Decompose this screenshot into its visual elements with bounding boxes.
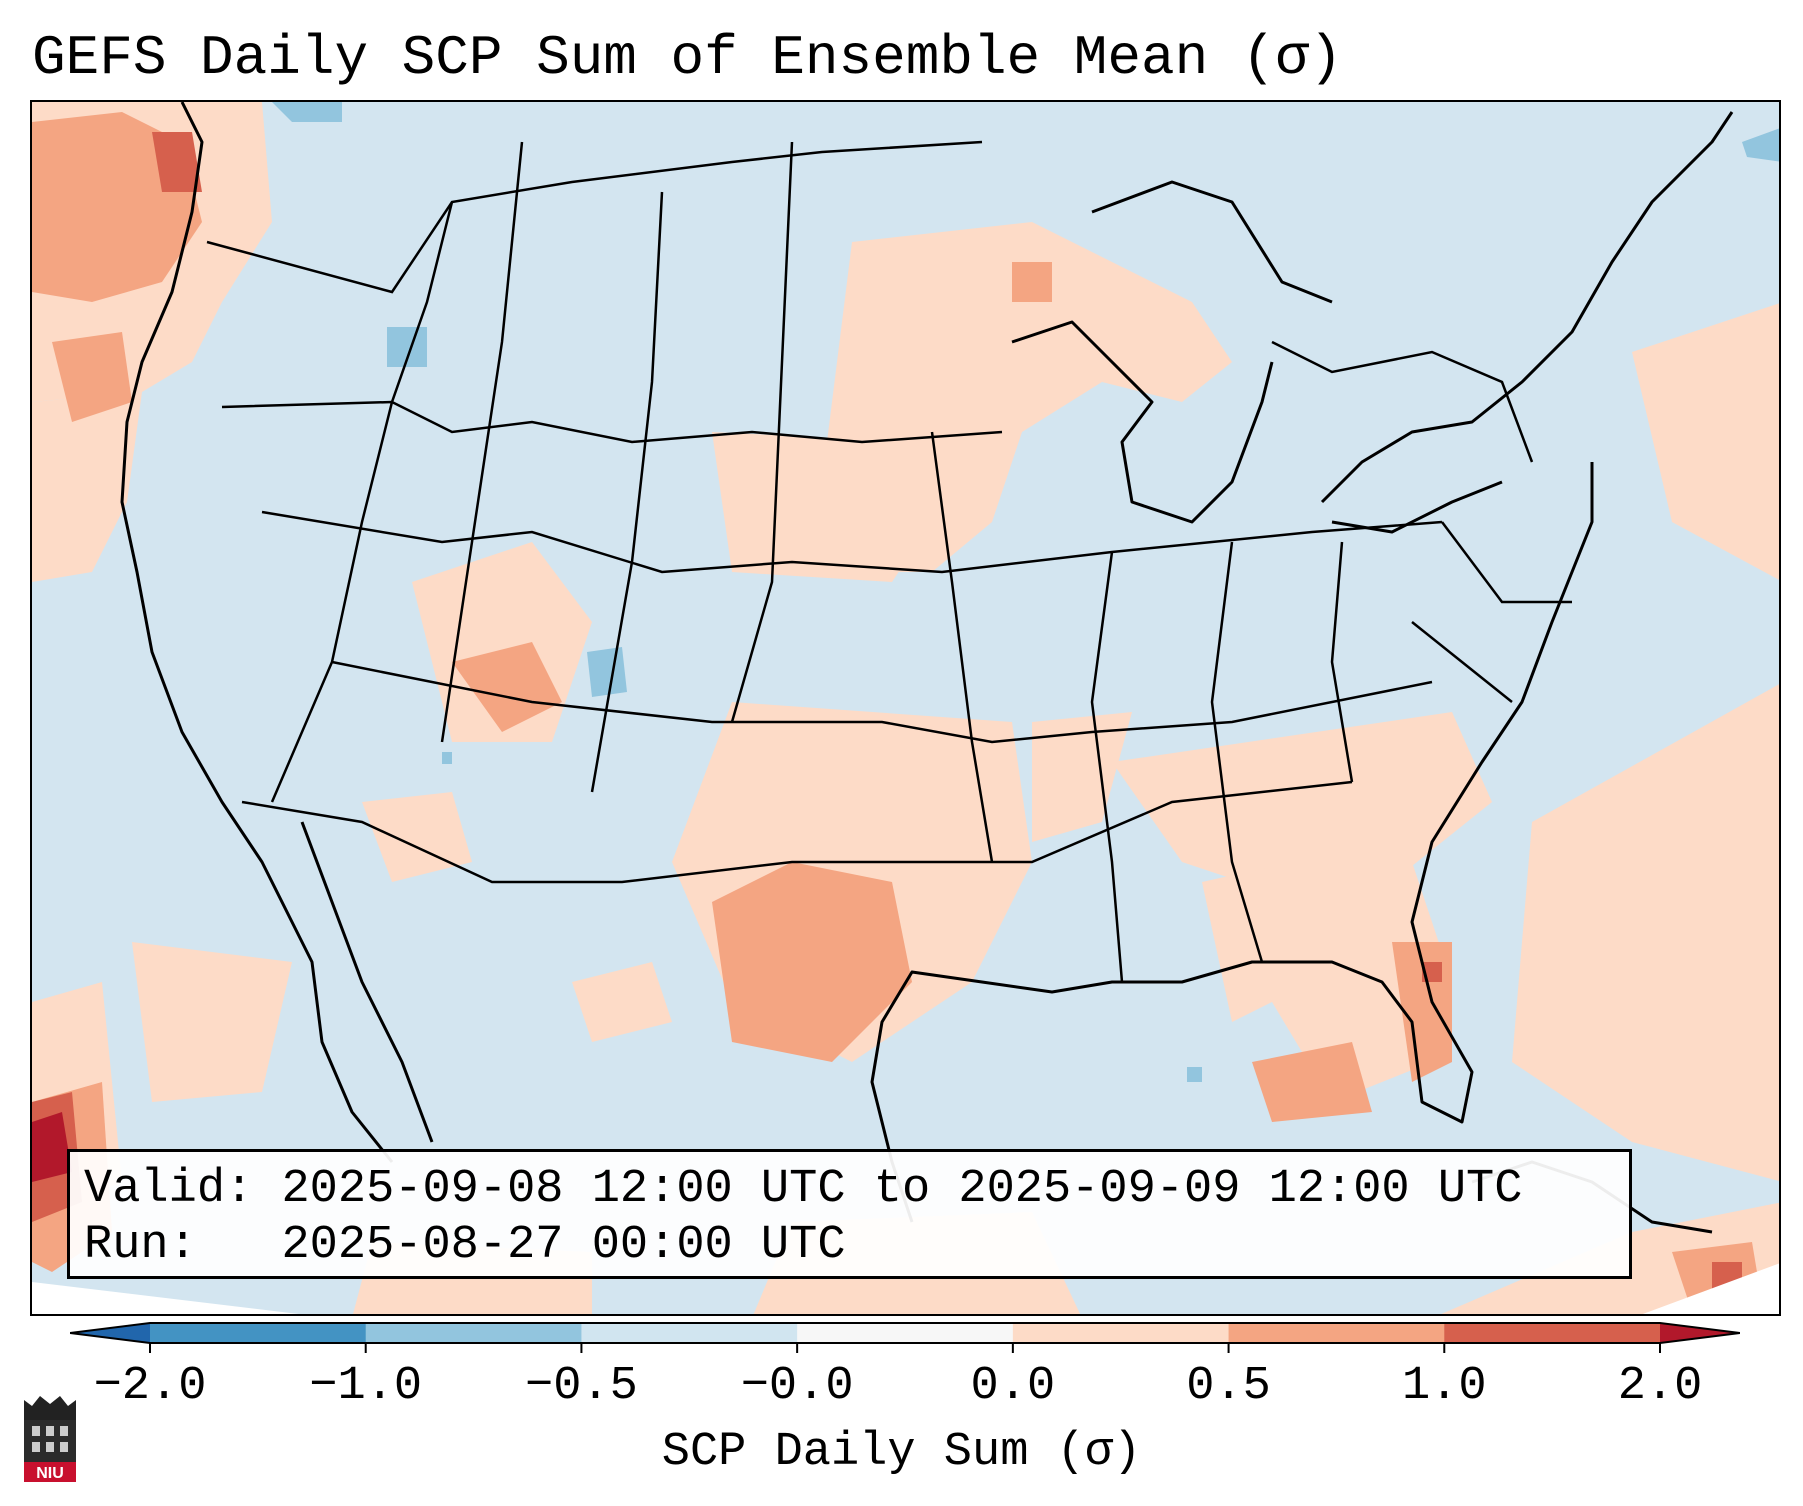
colorbar-segment [1444, 1323, 1661, 1343]
colorbar-segment [365, 1323, 582, 1343]
niu-logo: NIU [24, 1396, 76, 1482]
map-canvas [32, 102, 1779, 1314]
colorbar-tick-label: 2.0 [1617, 1360, 1703, 1413]
colorbar-segment [797, 1323, 1014, 1343]
negative-anomaly-regions [272, 102, 1779, 1082]
logo-text: NIU [36, 1465, 64, 1482]
run-label: Run: [84, 1219, 197, 1272]
colorbar-segment [581, 1323, 798, 1343]
map-title: GEFS Daily SCP Sum of Ensemble Mean (σ) [32, 26, 1343, 90]
colorbar-over-arrow [1660, 1323, 1740, 1343]
state-borders [206, 140, 1572, 983]
colorbar-segment [1228, 1323, 1445, 1343]
coastlines [120, 102, 1734, 1234]
map-panel [30, 100, 1781, 1316]
colorbar-tick-label: −1.0 [309, 1360, 423, 1413]
colorbar-tick-label: 1.0 [1401, 1360, 1487, 1413]
valid-label: Valid: [84, 1163, 254, 1216]
extreme-anomaly-regions [32, 1112, 72, 1182]
run-value: 2025-08-27 00:00 UTC [281, 1219, 846, 1272]
colorbar-tick-label: 0.0 [970, 1360, 1056, 1413]
colorbar-segment [150, 1323, 367, 1343]
colorbar-ticks [149, 1343, 1661, 1353]
valid-value: 2025-09-08 12:00 UTC to 2025-09-09 12:00… [281, 1163, 1523, 1216]
projection-edge-left [32, 1282, 299, 1314]
valid-time-box: Valid: 2025-09-08 12:00 UTC to 2025-09-0… [67, 1149, 1632, 1279]
colorbar-segment [1012, 1323, 1230, 1343]
colorbar-tick-label: −2.0 [93, 1360, 207, 1413]
colorbar-under-arrow [70, 1323, 150, 1343]
projection-edge-right [1642, 1263, 1779, 1314]
colorbar-label: SCP Daily Sum (σ) [661, 1426, 1142, 1479]
colorbar-tick-label: −0.0 [740, 1360, 854, 1413]
colorbar-tick-label: 0.5 [1186, 1360, 1271, 1413]
colorbar-segments [150, 1323, 1661, 1343]
colorbar [70, 1322, 1740, 1353]
colorbar-tick-label: −0.5 [525, 1360, 638, 1413]
